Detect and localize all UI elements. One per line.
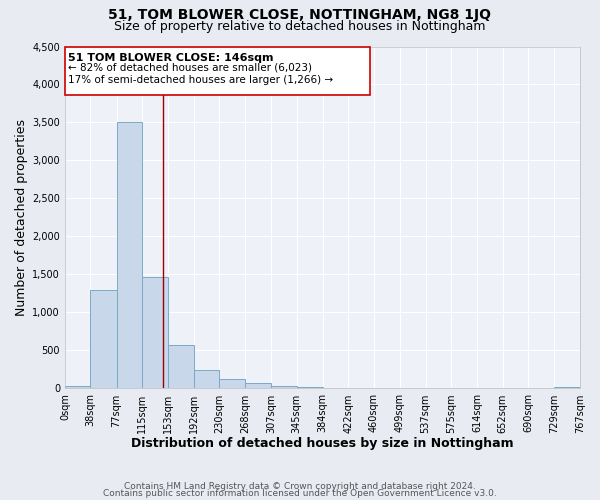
Text: 51, TOM BLOWER CLOSE, NOTTINGHAM, NG8 1JQ: 51, TOM BLOWER CLOSE, NOTTINGHAM, NG8 1J… <box>109 8 491 22</box>
Text: Contains public sector information licensed under the Open Government Licence v3: Contains public sector information licen… <box>103 489 497 498</box>
Text: ← 82% of detached houses are smaller (6,023): ← 82% of detached houses are smaller (6,… <box>68 62 312 72</box>
Bar <box>271 386 296 388</box>
Bar <box>220 378 245 388</box>
Bar <box>167 345 194 389</box>
Text: Size of property relative to detached houses in Nottingham: Size of property relative to detached ho… <box>114 20 486 33</box>
Bar <box>245 383 271 388</box>
Text: Contains HM Land Registry data © Crown copyright and database right 2024.: Contains HM Land Registry data © Crown c… <box>124 482 476 491</box>
Bar <box>194 370 220 388</box>
Y-axis label: Number of detached properties: Number of detached properties <box>15 119 28 316</box>
Bar <box>65 46 370 95</box>
Text: 51 TOM BLOWER CLOSE: 146sqm: 51 TOM BLOWER CLOSE: 146sqm <box>68 52 274 62</box>
Text: 17% of semi-detached houses are larger (1,266) →: 17% of semi-detached houses are larger (… <box>68 74 334 85</box>
Bar <box>116 122 142 388</box>
X-axis label: Distribution of detached houses by size in Nottingham: Distribution of detached houses by size … <box>131 437 514 450</box>
Bar <box>554 387 580 388</box>
Bar <box>65 386 91 388</box>
Bar <box>91 290 116 388</box>
Bar <box>142 277 167 388</box>
